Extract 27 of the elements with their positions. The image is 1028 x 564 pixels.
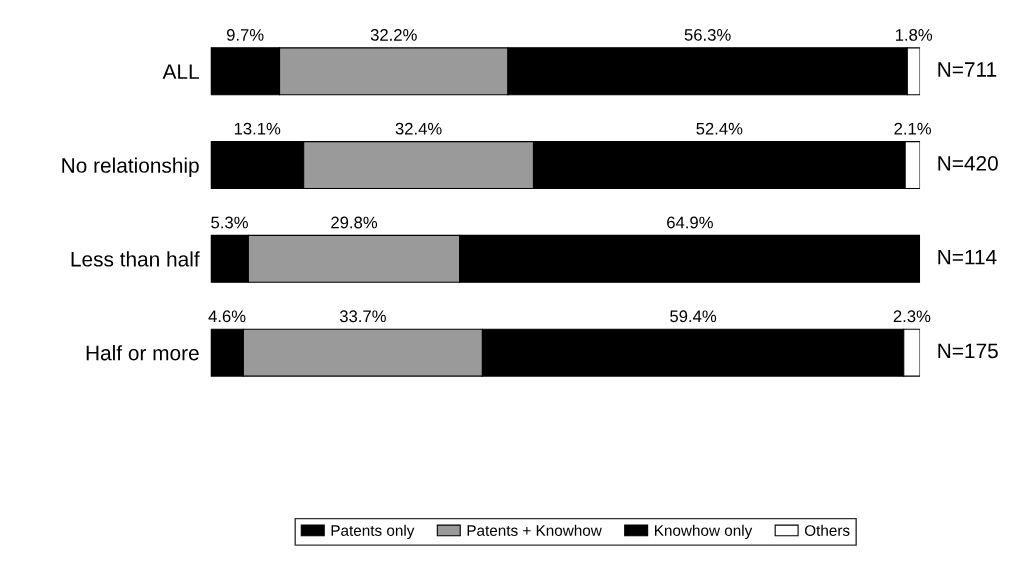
text: N=711: [938, 62, 997, 77]
data-label: 4.6%: [208, 310, 246, 323]
legend-label: Patents + Knowhow: [467, 524, 602, 536]
data-label: 2.1%: [894, 122, 932, 135]
data-label: 5.3%: [211, 216, 248, 229]
y-tick-label: Less than half: [71, 251, 200, 267]
data-label: 56.3%: [684, 29, 731, 41]
y-tick-label: ALL: [162, 64, 199, 79]
text: N=175: [938, 343, 998, 359]
data-label: 1.8%: [895, 29, 933, 41]
data-label: 13.1%: [234, 122, 281, 135]
data-label: 32.4%: [395, 122, 442, 135]
data-label: 2.3%: [893, 310, 931, 323]
data-label: 29.8%: [331, 216, 378, 229]
data-label: 59.4%: [670, 310, 717, 323]
data-label: 9.7%: [226, 29, 264, 41]
legend-label: Others: [804, 524, 850, 536]
text: N=420: [938, 155, 998, 171]
data-label: 33.7%: [339, 310, 386, 323]
y-tick-label: Half or more: [86, 345, 199, 361]
data-label: 32.2%: [370, 29, 417, 41]
y-tick-label: No relationship: [62, 157, 199, 177]
legend-label: Patents only: [331, 524, 415, 539]
legend-label: Knowhow only: [655, 524, 753, 539]
data-label: 52.4%: [696, 122, 743, 135]
text: N=114: [938, 249, 997, 265]
data-label: 64.9%: [667, 216, 713, 229]
